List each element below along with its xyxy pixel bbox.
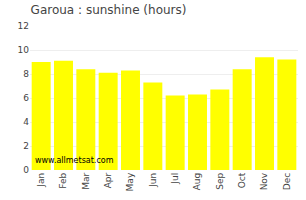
svg-text:4: 4 <box>23 117 29 127</box>
svg-text:Sep: Sep <box>215 173 225 190</box>
svg-text:10: 10 <box>18 45 30 55</box>
svg-text:Nov: Nov <box>259 172 269 190</box>
svg-text:Dec: Dec <box>282 173 292 190</box>
svg-text:Aug: Aug <box>192 173 202 191</box>
svg-text:Oct: Oct <box>237 172 247 188</box>
svg-text:Garoua : sunshine (hours): Garoua : sunshine (hours) <box>31 3 187 17</box>
svg-text:www.allmetsat.com: www.allmetsat.com <box>35 156 114 165</box>
svg-text:Jul: Jul <box>170 173 180 185</box>
svg-text:8: 8 <box>23 69 29 79</box>
svg-text:0: 0 <box>23 165 29 175</box>
svg-text:May: May <box>125 172 135 191</box>
svg-text:Jun: Jun <box>148 173 158 188</box>
svg-text:Mar: Mar <box>81 173 91 190</box>
svg-text:Jan: Jan <box>36 173 46 188</box>
svg-text:6: 6 <box>23 93 29 103</box>
svg-text:12: 12 <box>18 21 29 31</box>
svg-text:Feb: Feb <box>58 173 68 189</box>
svg-text:Apr: Apr <box>103 173 113 189</box>
svg-text:2: 2 <box>23 141 29 151</box>
